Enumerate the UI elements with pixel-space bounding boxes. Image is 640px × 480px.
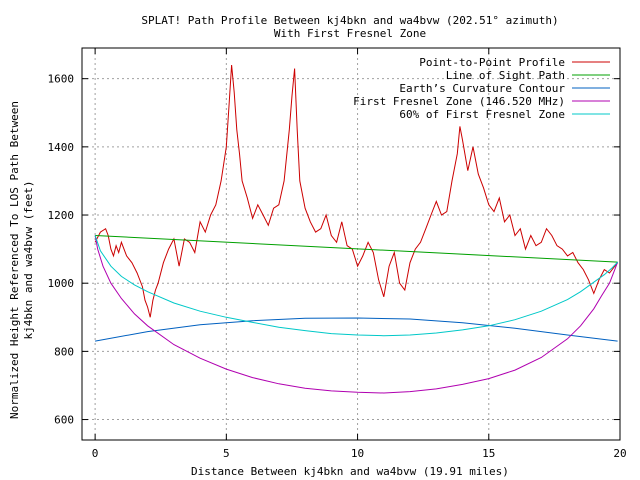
fresnel-zone-line bbox=[94, 235, 619, 394]
chart-subtitle: With First Fresnel Zone bbox=[274, 27, 426, 40]
y-tick-label: 1000 bbox=[48, 277, 75, 290]
legend-label: Earth’s Curvature Contour bbox=[399, 82, 565, 95]
plot-frame bbox=[81, 47, 621, 441]
earth-curvature-line bbox=[95, 317, 618, 342]
x-tick-label: 10 bbox=[351, 447, 364, 460]
x-tick-label: 20 bbox=[613, 447, 626, 460]
axis-ticks: 0 5 10 15 20 600 800 1000 1200 1400 1600 bbox=[48, 48, 627, 460]
x-tick-label: 15 bbox=[482, 447, 495, 460]
y-axis-label-line-2: kj4bkn and wa4bvw (feet) bbox=[22, 181, 35, 340]
x-tick-label: 0 bbox=[92, 447, 99, 460]
chart-title: SPLAT! Path Profile Between kj4bkn and w… bbox=[141, 14, 558, 27]
line-of-sight-line bbox=[95, 235, 618, 263]
legend-label: 60% of First Fresnel Zone bbox=[399, 108, 565, 121]
y-axis-label-line-1: Normalized Height Referenced To LOS Path… bbox=[8, 101, 21, 419]
legend-label: Line of Sight Path bbox=[446, 69, 565, 82]
y-tick-label: 600 bbox=[54, 414, 74, 427]
y-tick-label: 1600 bbox=[48, 73, 75, 86]
legend-label: Point-to-Point Profile bbox=[419, 56, 565, 69]
series-layer bbox=[94, 64, 619, 394]
y-tick-label: 800 bbox=[54, 345, 74, 358]
x-axis-label: Distance Between kj4bkn and wa4bvw (19.9… bbox=[191, 465, 509, 478]
x-tick-label: 5 bbox=[223, 447, 230, 460]
y-tick-label: 1400 bbox=[48, 141, 75, 154]
y-tick-label: 1200 bbox=[48, 209, 75, 222]
legend-label: First Fresnel Zone (146.520 MHz) bbox=[353, 95, 565, 108]
terrain-profile-line bbox=[94, 64, 618, 318]
fresnel-60-line bbox=[94, 235, 618, 337]
